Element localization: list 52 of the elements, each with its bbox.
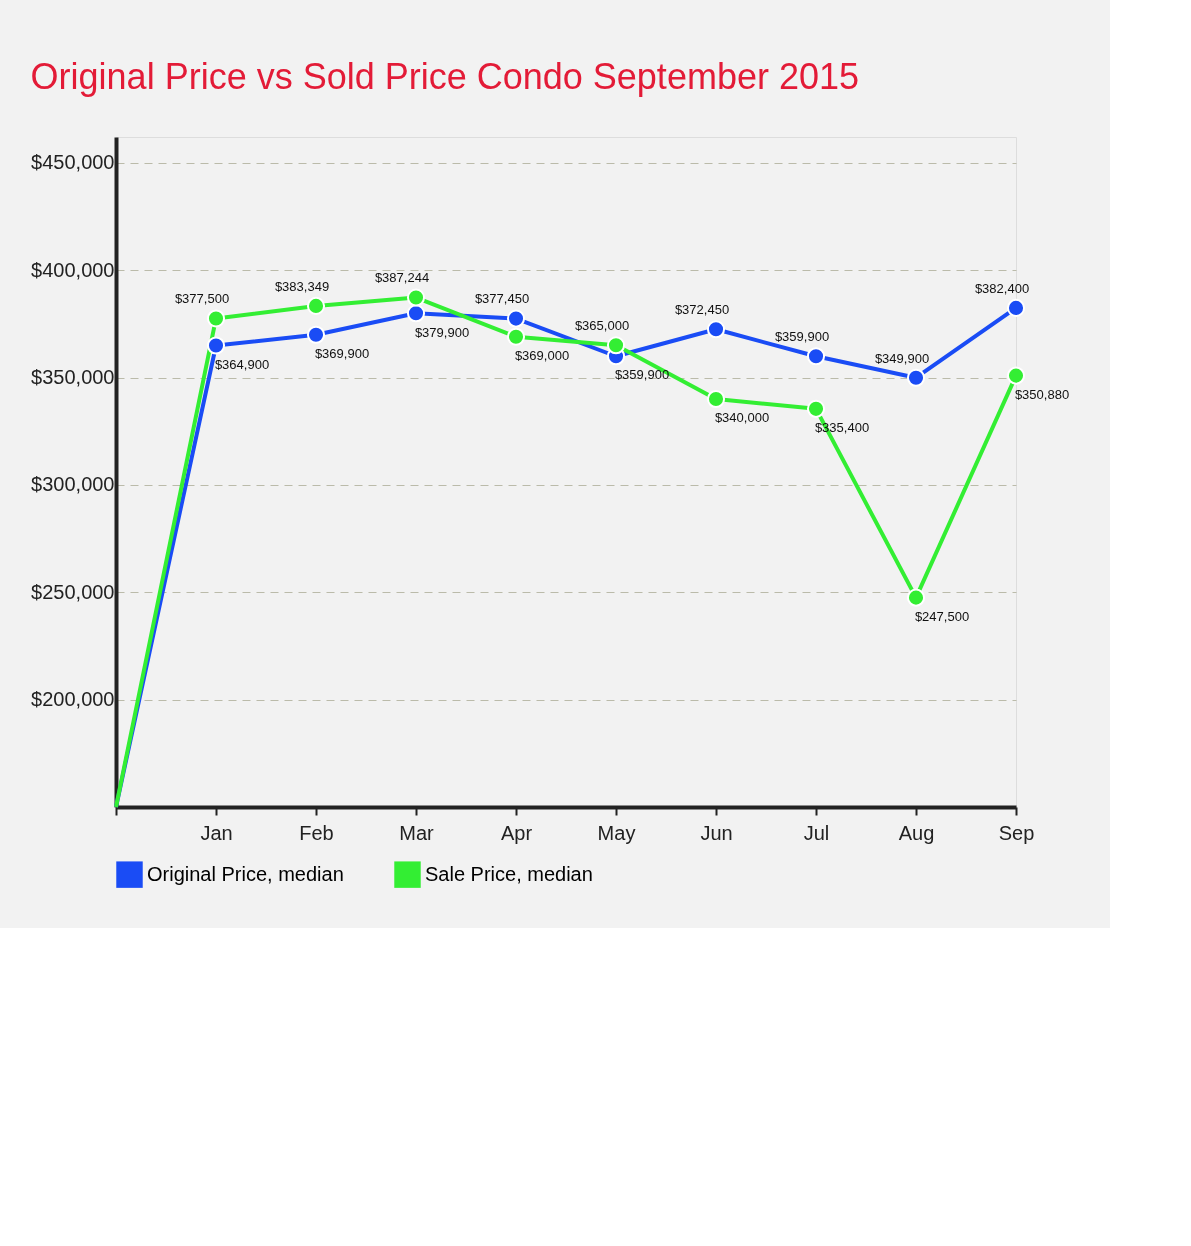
data-label: $369,000 bbox=[514, 347, 570, 363]
y-tick-label: $200,000 bbox=[31, 688, 115, 711]
data-label: $365,000 bbox=[574, 318, 630, 334]
data-label: $387,244 bbox=[374, 270, 430, 286]
legend-label: Original Price, median bbox=[147, 862, 344, 885]
data-label: $382,400 bbox=[974, 280, 1030, 296]
data-label: $364,900 bbox=[214, 356, 270, 372]
data-label: $379,900 bbox=[414, 324, 470, 340]
data-label: $369,900 bbox=[314, 345, 370, 361]
point bbox=[706, 320, 726, 339]
chart-title: Original Price vs Sold Price Condo September 2015 bbox=[30, 56, 859, 97]
x-tick-label: Apr bbox=[500, 821, 533, 844]
point bbox=[1006, 366, 1026, 385]
data-label: $377,500 bbox=[174, 291, 230, 307]
data-label: $340,000 bbox=[714, 410, 770, 426]
point bbox=[806, 399, 826, 418]
y-tick-label: $300,000 bbox=[31, 473, 115, 496]
data-label: $372,450 bbox=[674, 302, 730, 318]
point bbox=[206, 309, 226, 328]
point bbox=[906, 588, 926, 607]
x-tick-label: Sep bbox=[998, 821, 1035, 844]
point bbox=[506, 309, 526, 328]
x-tick-label: Feb bbox=[299, 821, 334, 844]
y-tick-label: $350,000 bbox=[31, 366, 115, 389]
point bbox=[506, 327, 526, 346]
point bbox=[306, 325, 326, 344]
point bbox=[206, 336, 226, 355]
data-label: $377,450 bbox=[474, 291, 530, 307]
point bbox=[606, 336, 626, 355]
point bbox=[806, 347, 826, 366]
x-tick-label: Mar bbox=[399, 821, 435, 844]
data-label: $359,900 bbox=[774, 329, 830, 345]
data-label: $383,349 bbox=[274, 278, 330, 294]
data-label: $349,900 bbox=[874, 350, 930, 366]
point bbox=[406, 304, 426, 323]
x-tick-label: Jul bbox=[803, 821, 830, 844]
x-tick-label: Jan bbox=[200, 821, 233, 844]
y-tick-label: $400,000 bbox=[31, 258, 115, 281]
point bbox=[1006, 298, 1026, 317]
legend-label: Sale Price, median bbox=[425, 862, 593, 885]
data-label: $359,900 bbox=[614, 367, 670, 383]
x-tick-label: Aug bbox=[898, 821, 935, 844]
data-label: $350,880 bbox=[1014, 386, 1070, 402]
point bbox=[906, 368, 926, 387]
y-tick-label: $250,000 bbox=[31, 580, 115, 603]
x-tick-label: May bbox=[597, 821, 636, 844]
x-tick-label: Jun bbox=[700, 821, 733, 844]
point bbox=[706, 389, 726, 409]
y-tick-label: $450,000 bbox=[31, 151, 115, 174]
point bbox=[406, 288, 426, 307]
point bbox=[306, 296, 326, 315]
data-label: $247,500 bbox=[914, 608, 970, 624]
